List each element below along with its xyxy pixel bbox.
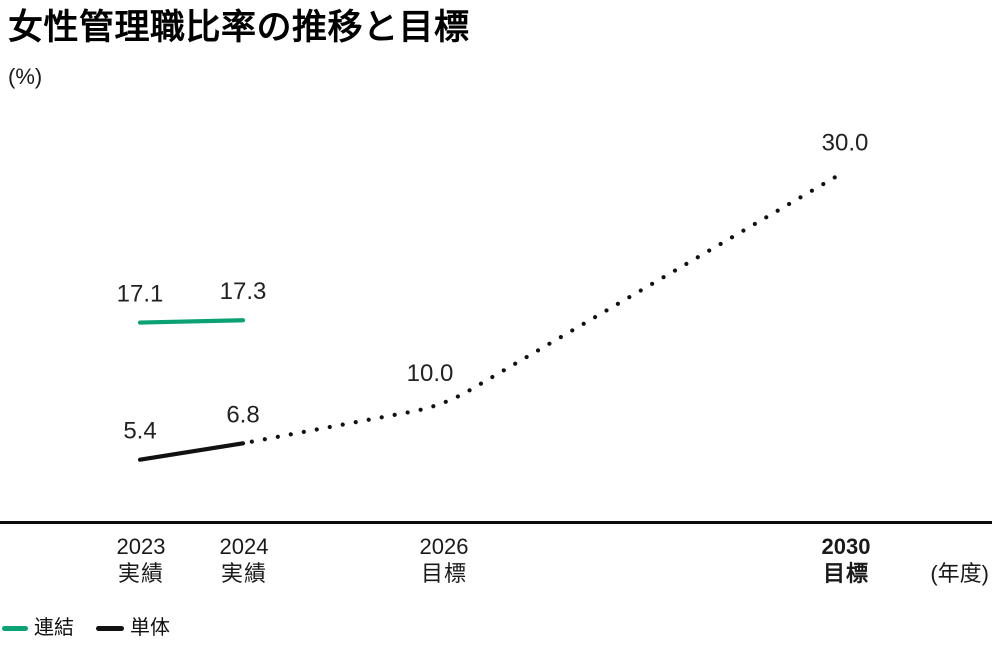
x-tick-2026: 2026 目標 (420, 534, 469, 588)
legend-item-0: 連結 (2, 616, 74, 640)
x-tick-sub-label: 目標 (822, 561, 870, 586)
x-tick-year-label: 2030 (821, 534, 871, 559)
series-line-1-dotted (249, 169, 848, 444)
legend-label: 連結 (34, 617, 74, 639)
x-tick-sub-label: 目標 (420, 561, 468, 586)
x-tick-year-label: 2024 (219, 534, 269, 559)
x-tick-year-label: 2026 (419, 534, 469, 559)
data-label-17.3: 17.3 (220, 278, 267, 305)
x-axis-line (0, 521, 992, 524)
x-axis-unit-label: (年度) (930, 561, 989, 586)
y-axis-unit-label: (%) (8, 64, 43, 89)
legend-item-1: 単体 (96, 616, 170, 640)
x-tick-2024: 2024 実績 (220, 534, 269, 588)
series-line-1-solid (137, 441, 246, 462)
x-tick-year-label: 2023 (116, 534, 166, 559)
data-label-10: 10.0 (407, 360, 454, 387)
x-tick-sub-label: 実績 (220, 561, 268, 586)
legend: 連結 単体 (2, 616, 170, 640)
x-tick-2023: 2023 実績 (117, 534, 166, 588)
legend-line-swatch-icon (96, 625, 124, 631)
series-line-0-solid (137, 318, 246, 325)
chart-title: 女性管理職比率の推移と目標 (8, 8, 470, 47)
x-axis-tick-labels: 2023 実績 2024 実績 2026 目標 2030 目標 (0, 534, 992, 594)
x-tick-2030: 2030 目標 (822, 534, 871, 588)
data-label-17.1: 17.1 (117, 281, 164, 308)
data-label-6.8: 6.8 (226, 401, 259, 428)
legend-label: 単体 (130, 617, 170, 639)
line-chart-plot-area: 17.1 17.3 5.4 6.8 10.0 30.0 (117, 129, 869, 462)
legend-line-swatch-icon (2, 625, 28, 631)
data-label-30: 30.0 (822, 129, 869, 156)
x-tick-sub-label: 実績 (117, 561, 165, 586)
data-label-5.4: 5.4 (123, 418, 156, 445)
